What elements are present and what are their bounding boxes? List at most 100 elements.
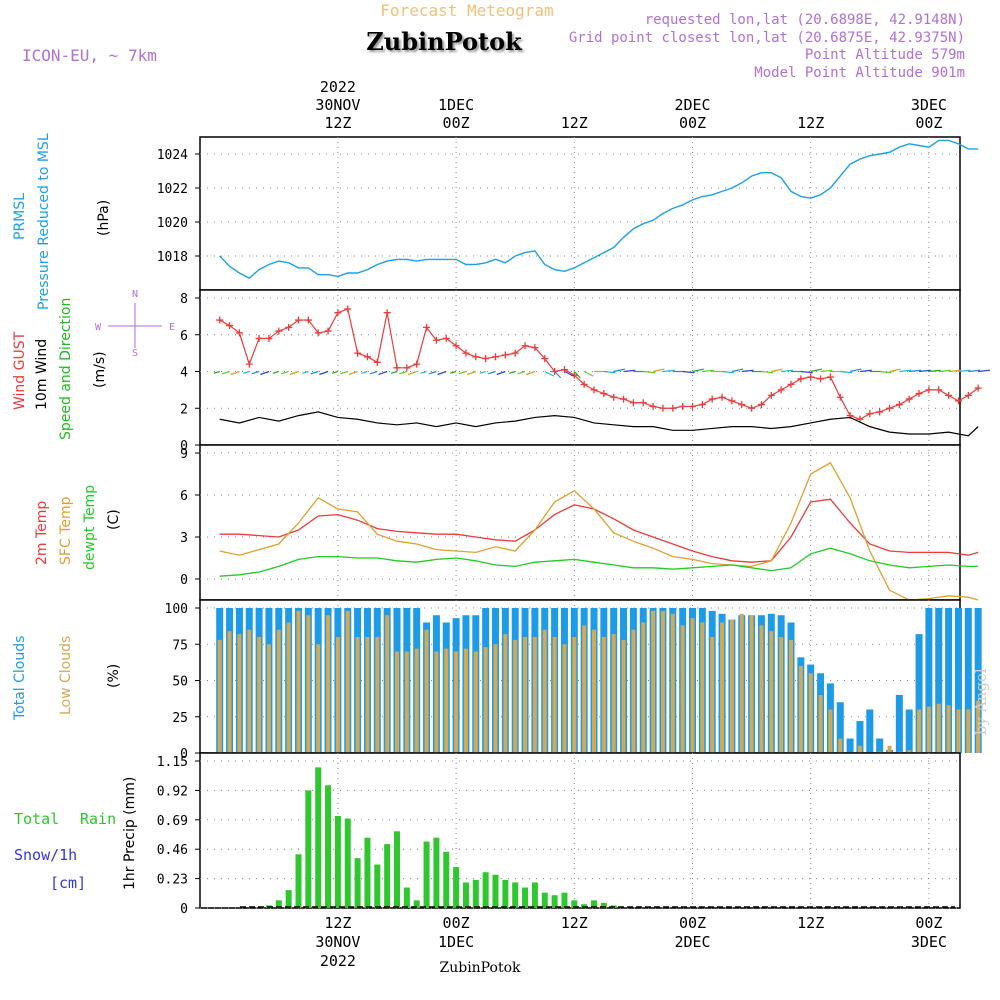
wind-dir-arrow: [331, 370, 339, 374]
wind-dir-arrow: [544, 370, 555, 377]
rain-bar: [344, 818, 351, 908]
wind-dir-arrow: [260, 370, 270, 376]
gust-marker: [432, 336, 440, 344]
snow-unit-label: [cm]: [50, 874, 86, 892]
rain-bar: [551, 895, 558, 908]
total-cloud-bar: [836, 702, 844, 753]
wind-dir-arrow: [251, 370, 260, 375]
total-cloud-label: Total Clouds: [12, 636, 28, 721]
y-tick-label: 2: [180, 402, 188, 417]
total-cloud-bar: [954, 608, 962, 753]
compass-north: N: [132, 289, 138, 300]
low-cloud-bar: [769, 631, 774, 753]
gust-marker: [767, 391, 775, 399]
gust-marker: [226, 322, 234, 330]
t2m-label: 2m Temp: [34, 501, 50, 565]
wind-dir-arrow: [840, 370, 853, 374]
low-cloud-bar: [818, 695, 823, 753]
wind-dir-arrow: [289, 370, 299, 376]
top-axis-label: 1DEC: [438, 96, 474, 114]
panel-frame: [199, 752, 961, 909]
gust-marker: [757, 401, 765, 409]
wind-dir-arrow: [702, 369, 715, 373]
wind-dir-arrow: [662, 369, 675, 373]
rain-bar: [561, 892, 568, 908]
gust-marker: [541, 355, 549, 363]
bottom-axis-label: 30NOV: [315, 933, 360, 951]
wind-dir-arrow: [573, 371, 581, 379]
top-axis-label: 3DEC: [911, 96, 947, 114]
gust-label: Wind GUST: [12, 331, 28, 410]
low-cloud-bar: [375, 637, 380, 753]
low-cloud-bar: [720, 622, 725, 753]
wind-dir-arrow: [526, 370, 536, 376]
wind-dir-arrow: [859, 369, 872, 373]
gust-marker: [748, 404, 756, 412]
rain-bar: [492, 874, 499, 908]
low-cloud-bar: [365, 637, 370, 753]
wind-dir-arrow: [348, 370, 358, 376]
rain-bar: [315, 767, 322, 908]
wind-dir-arrow: [583, 370, 594, 377]
rain-bar: [502, 879, 509, 908]
low-cloud-bar: [641, 622, 646, 753]
low-cloud-bar: [956, 709, 961, 753]
y-tick-label: 100: [165, 602, 188, 617]
wind-dir-arrow: [899, 369, 912, 373]
low-cloud-bar: [266, 644, 271, 753]
total-cloud-bar: [866, 709, 874, 753]
low-cloud-bar: [660, 610, 665, 753]
gust-marker: [905, 395, 913, 403]
station-title: ZubinPotok: [366, 27, 523, 56]
gust-marker: [403, 364, 411, 372]
low-cloud-bar: [789, 639, 793, 753]
total-cloud-bar: [925, 608, 933, 753]
compass-east: E: [169, 322, 175, 333]
gust-marker: [501, 351, 509, 359]
total-cloud-bar: [846, 738, 854, 753]
bottom-axis-label: 3DEC: [911, 933, 947, 951]
top-axis-label: 2DEC: [674, 96, 710, 114]
wind-dir-arrow: [889, 368, 901, 373]
gust-marker: [462, 349, 470, 357]
low-cloud-bar: [601, 637, 606, 753]
low-cloud-bar: [582, 625, 587, 753]
rain-bar: [394, 831, 400, 908]
gust-marker: [295, 316, 302, 324]
temperature-panel: 0 3 6 9: [180, 444, 979, 601]
wind-dir-arrow: [466, 370, 476, 376]
wind-dir-arrow: [399, 370, 408, 375]
low-cloud-bar: [838, 738, 843, 753]
wind-dir-arrow: [554, 371, 562, 379]
wind-dir-arrow: [820, 369, 833, 373]
product-title: Forecast Meteogram: [380, 1, 553, 20]
gust-marker: [925, 386, 933, 394]
gust-marker: [334, 309, 342, 317]
rain-total-label: Total: [14, 810, 59, 828]
top-axis-label: 12Z: [797, 114, 824, 132]
wind-dir-arrow: [310, 370, 319, 375]
wind-dir-arrow: [302, 370, 309, 374]
gust-marker: [531, 344, 539, 352]
gust-marker: [255, 334, 263, 342]
low-cloud-bar: [552, 637, 557, 753]
compass-south: S: [132, 348, 138, 359]
low-cloud-bar: [335, 637, 340, 753]
low-cloud-bar: [286, 622, 291, 753]
wind-dir-arrow: [281, 370, 289, 375]
point-altitude: Point Altitude 579m: [805, 47, 965, 63]
wind-dir-arrow: [909, 369, 922, 373]
total-cloud-bar: [945, 608, 953, 753]
gust-marker: [344, 305, 352, 313]
wind-dir-arrow: [361, 370, 368, 374]
wind-dir-arrow: [652, 368, 665, 373]
rain-bar: [443, 851, 450, 908]
gust-marker: [314, 329, 322, 337]
total-cloud-bar: [964, 608, 972, 753]
low-cloud-bar: [395, 651, 399, 753]
gust-marker: [639, 399, 647, 407]
wind-dir-arrow: [340, 370, 348, 375]
low-cloud-bar: [473, 651, 478, 753]
y-tick-label: 25: [172, 711, 188, 726]
